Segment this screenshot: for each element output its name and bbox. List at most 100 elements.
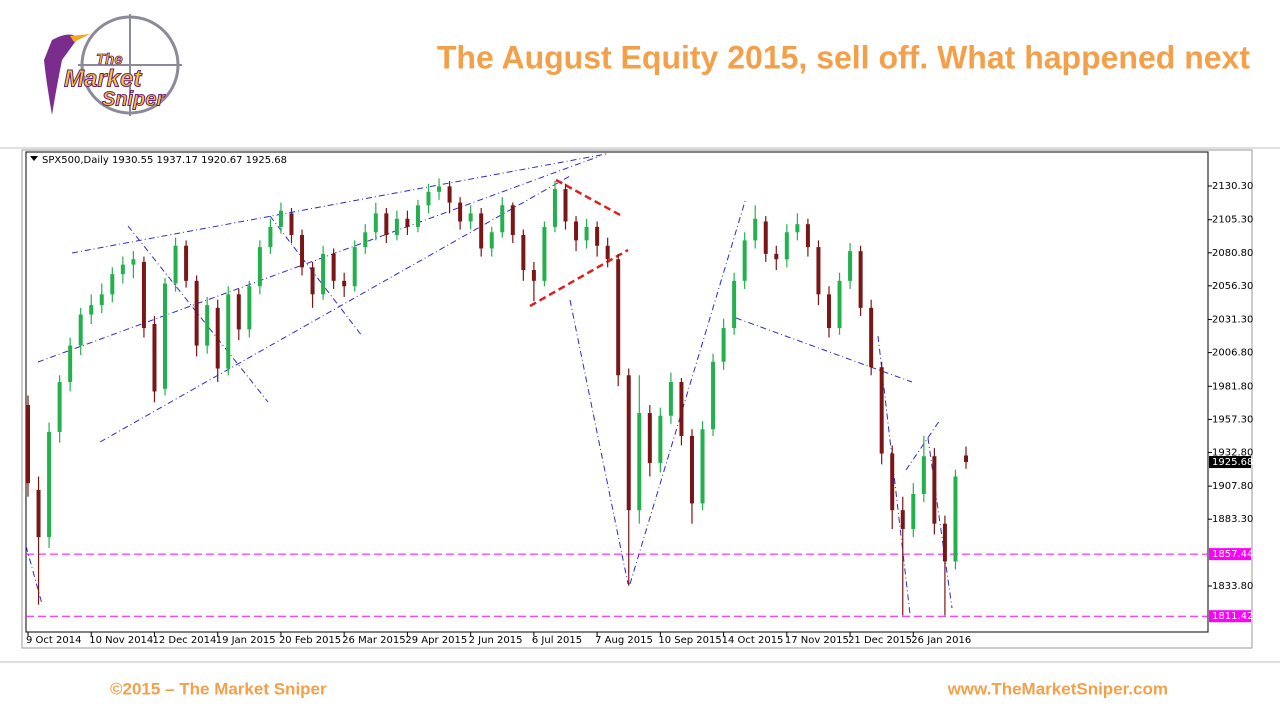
candle-body: [342, 280, 347, 287]
candle-body: [774, 253, 779, 260]
candle-body: [700, 429, 705, 504]
candle-body: [468, 213, 473, 222]
candle-body: [226, 294, 231, 369]
candle-body: [563, 189, 568, 222]
symbol: SPX500,Daily: [42, 155, 109, 166]
header-open: 1930.55: [112, 155, 153, 166]
candle-body: [679, 382, 684, 436]
candle-body: [289, 213, 294, 235]
candle-body: [184, 245, 189, 281]
x-tick-label: 19 Jan 2015: [216, 635, 276, 646]
candle-body: [57, 382, 62, 432]
candle-body: [848, 251, 853, 281]
header-low: 1920.67: [201, 155, 242, 166]
y-tick-label: 2031.30: [1212, 315, 1253, 326]
candle-body: [837, 280, 842, 329]
candle-body: [479, 213, 484, 249]
header-high: 1937.17: [157, 155, 198, 166]
y-tick-label: 1957.30: [1212, 414, 1253, 425]
candle-body: [858, 251, 863, 308]
candle-body: [890, 453, 895, 511]
candle-body: [900, 510, 905, 530]
candle-body: [510, 205, 515, 235]
footer-right: www.TheMarketSniper.com: [947, 679, 1168, 698]
candle-body: [363, 232, 368, 248]
candle-body: [658, 415, 663, 463]
candle-body: [753, 218, 758, 241]
candle-body: [816, 247, 821, 295]
candle-body: [574, 221, 579, 241]
candle-body: [331, 253, 336, 281]
candle-body: [542, 226, 547, 281]
candle-body: [394, 218, 399, 235]
x-tick-label: 26 Mar 2015: [342, 635, 405, 646]
logo-text: The: [96, 51, 123, 68]
trendline: [569, 299, 629, 585]
candle-body: [447, 186, 452, 203]
candle-body: [236, 294, 241, 330]
y-tick-label: 2056.30: [1212, 281, 1253, 292]
candle-body: [120, 264, 125, 275]
x-tick-label: 10 Sep 2015: [658, 635, 721, 646]
x-tick-label: 29 Apr 2015: [405, 635, 467, 646]
candle-body: [953, 476, 958, 562]
x-tick-label: 14 Oct 2015: [722, 635, 784, 646]
x-tick-label: 26 Jan 2016: [911, 635, 971, 646]
candle-body: [500, 205, 505, 233]
triangle: [529, 178, 629, 308]
x-tick-label: 10 Nov 2014: [89, 635, 153, 646]
triangle-edge: [529, 248, 629, 308]
level-label-bg: [1209, 548, 1251, 561]
y-tick-label: 2105.30: [1212, 215, 1253, 226]
candle-body: [89, 305, 94, 315]
candle-body: [426, 191, 431, 206]
header-arrow: [30, 156, 38, 161]
logo-text: Market: [64, 65, 142, 92]
candle-body: [26, 404, 30, 484]
level-label-bg: [1209, 610, 1251, 623]
candle-body: [247, 286, 252, 330]
x-tick-label: 2 Jun 2015: [469, 635, 523, 646]
candle-body: [152, 324, 157, 392]
candle-body: [489, 232, 494, 249]
price-label: 1925.68: [1212, 457, 1253, 468]
candle-body: [784, 232, 789, 260]
candle-body: [921, 456, 926, 494]
footer-left: ©2015 – The Market Sniper: [110, 679, 327, 698]
candle-body: [415, 205, 420, 227]
candle-body: [879, 367, 884, 454]
logo: The Market Sniper: [44, 14, 182, 116]
candle-body: [268, 226, 273, 248]
candle-body: [911, 493, 916, 530]
candle-body: [637, 413, 642, 511]
candle-body: [763, 221, 768, 254]
y-tick-label: 1932.80: [1212, 447, 1253, 458]
candle-body: [795, 224, 800, 233]
candle-body: [300, 234, 305, 268]
candle-body: [373, 213, 378, 233]
trendline: [127, 225, 269, 403]
candle-body: [405, 218, 410, 227]
plot-area: [25, 151, 1209, 633]
candle-body: [689, 435, 694, 504]
marks: 2130.30 2105.30 2080.80 2056.30 2031.30 2006.…: [26, 178, 1253, 646]
x-tick-label: 9 Oct 2014: [26, 635, 81, 646]
y-tick-label: 1907.80: [1212, 481, 1253, 492]
y-tick-label: 2006.80: [1212, 348, 1253, 359]
candle-body: [732, 280, 737, 329]
chart-header: SPX500,Daily 1930.55 1937.17 1920.67 192…: [42, 155, 287, 166]
candle-body: [110, 274, 115, 295]
candle-body: [215, 307, 220, 369]
x-tick-label: 12 Dec 2014: [152, 635, 216, 646]
candle-body: [205, 305, 210, 346]
candle-body: [68, 345, 73, 383]
candle-body: [742, 240, 747, 281]
x-tick-label: 6 Jul 2015: [532, 635, 582, 646]
y-tick-label: 1883.30: [1212, 514, 1253, 525]
candle-body: [626, 375, 631, 511]
trendline: [269, 215, 363, 337]
candle-body: [605, 245, 610, 260]
candle-body: [826, 294, 831, 329]
candle-body: [131, 259, 136, 265]
